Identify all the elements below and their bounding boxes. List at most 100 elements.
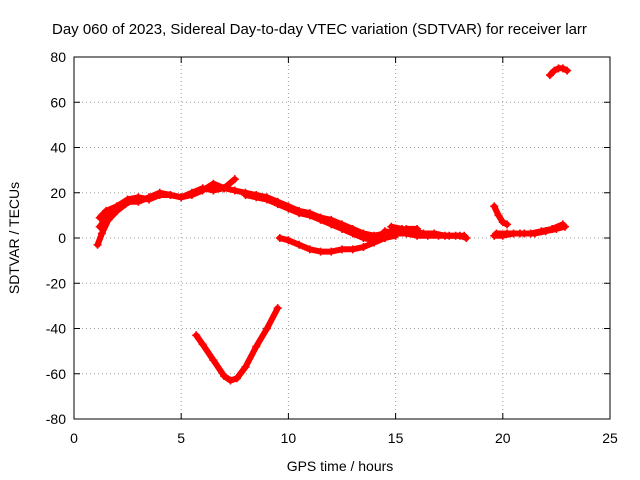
data-point bbox=[558, 220, 567, 229]
y-tick-label: -40 bbox=[46, 321, 66, 337]
data-point bbox=[492, 229, 501, 238]
data-point bbox=[104, 215, 113, 224]
data-point bbox=[380, 234, 389, 242]
data-point bbox=[359, 234, 368, 242]
data-point bbox=[226, 376, 235, 385]
data-point bbox=[192, 331, 201, 340]
data-point bbox=[155, 191, 164, 200]
data-point bbox=[284, 236, 293, 245]
chart-title: Day 060 of 2023, Sidereal Day-to-day VTE… bbox=[52, 21, 587, 38]
data-point bbox=[220, 184, 229, 193]
data-point bbox=[490, 202, 499, 211]
data-point bbox=[460, 231, 469, 240]
x-tick-label: 5 bbox=[177, 430, 185, 446]
data-point bbox=[209, 186, 218, 195]
data-point bbox=[273, 200, 282, 209]
data-series bbox=[93, 64, 572, 385]
data-point bbox=[112, 206, 121, 215]
y-axis-ticks: -80 -60 -40 -20 0 20 40 60 80 bbox=[46, 49, 610, 427]
x-tick-label: 25 bbox=[602, 430, 618, 446]
data-point bbox=[252, 342, 261, 351]
y-tick-label: 20 bbox=[50, 185, 66, 201]
data-point bbox=[130, 195, 139, 204]
y-axis-label: SDTVAR / TECUs bbox=[6, 182, 22, 294]
data-point bbox=[316, 247, 325, 256]
data-point bbox=[95, 213, 104, 222]
y-tick-label: -80 bbox=[46, 411, 66, 427]
data-point bbox=[145, 195, 154, 204]
data-point bbox=[338, 224, 346, 233]
data-point bbox=[451, 231, 460, 240]
data-point bbox=[327, 220, 336, 229]
data-point bbox=[526, 229, 535, 238]
series-arc-short-drop bbox=[491, 203, 511, 228]
data-point bbox=[232, 374, 241, 383]
data-point bbox=[440, 231, 449, 240]
data-point bbox=[305, 245, 314, 254]
data-point bbox=[430, 229, 439, 238]
data-point bbox=[348, 245, 357, 254]
y-tick-label: 40 bbox=[50, 140, 66, 156]
data-point bbox=[230, 175, 239, 184]
data-point bbox=[220, 372, 229, 381]
data-point bbox=[273, 304, 282, 313]
data-point bbox=[503, 220, 512, 229]
y-tick-label: 80 bbox=[50, 49, 66, 65]
data-point bbox=[387, 222, 396, 231]
data-point bbox=[419, 229, 428, 238]
data-point bbox=[198, 340, 207, 349]
data-point bbox=[316, 215, 325, 224]
data-point bbox=[380, 227, 389, 236]
data-point bbox=[295, 209, 304, 218]
data-point bbox=[348, 229, 357, 238]
x-tick-label: 0 bbox=[70, 430, 78, 446]
data-point bbox=[275, 234, 284, 242]
data-point bbox=[545, 71, 554, 80]
data-point bbox=[398, 224, 407, 233]
data-point bbox=[209, 356, 218, 365]
x-axis-ticks: 0 5 10 15 20 25 bbox=[70, 57, 618, 446]
y-tick-label: -60 bbox=[46, 366, 66, 382]
x-axis-label: GPS time / hours bbox=[287, 458, 394, 474]
series-arc-v bbox=[193, 305, 281, 384]
y-tick-label: -20 bbox=[46, 275, 66, 291]
data-point bbox=[284, 204, 293, 213]
data-point bbox=[548, 224, 557, 233]
data-point bbox=[503, 229, 512, 238]
data-point bbox=[177, 193, 186, 202]
data-point bbox=[230, 186, 239, 195]
data-point bbox=[498, 218, 507, 227]
data-point bbox=[494, 211, 503, 220]
x-tick-label: 10 bbox=[281, 430, 297, 446]
data-point bbox=[187, 188, 196, 197]
data-point bbox=[121, 200, 130, 209]
data-point bbox=[515, 229, 524, 238]
data-point bbox=[97, 229, 106, 238]
data-point bbox=[327, 247, 336, 256]
data-point bbox=[408, 227, 417, 236]
data-point bbox=[550, 66, 559, 75]
data-point bbox=[338, 245, 346, 254]
data-point bbox=[391, 229, 400, 238]
data-point bbox=[209, 179, 218, 188]
data-point bbox=[359, 243, 368, 252]
data-point bbox=[102, 206, 111, 215]
data-point bbox=[370, 238, 379, 247]
data-point bbox=[305, 211, 314, 220]
data-point bbox=[93, 240, 102, 249]
x-tick-label: 20 bbox=[495, 430, 511, 446]
x-tick-label: 15 bbox=[388, 430, 404, 446]
data-point bbox=[252, 193, 261, 202]
data-point bbox=[241, 191, 250, 200]
data-point bbox=[537, 227, 546, 236]
y-tick-label: 0 bbox=[58, 230, 66, 246]
data-point bbox=[295, 240, 304, 249]
grid bbox=[74, 57, 610, 419]
series-arc-dip bbox=[276, 232, 399, 255]
data-point bbox=[262, 195, 271, 204]
data-point bbox=[563, 66, 572, 75]
data-point bbox=[241, 362, 250, 371]
data-point bbox=[262, 324, 271, 333]
data-point bbox=[558, 64, 567, 73]
